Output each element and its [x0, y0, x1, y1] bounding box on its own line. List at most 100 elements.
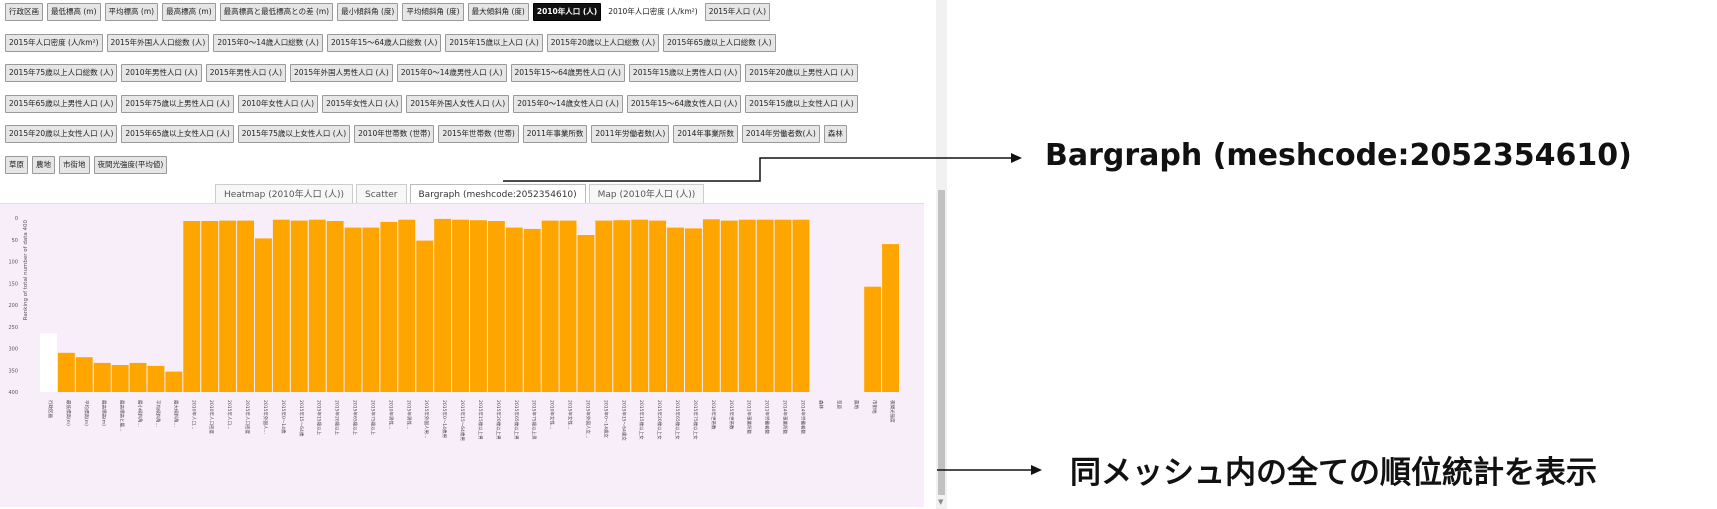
attribute-button[interactable]: 2015年65歳以上人口総数 (人) — [663, 33, 776, 52]
bar[interactable] — [308, 219, 326, 392]
bar[interactable] — [505, 227, 523, 392]
bar[interactable] — [774, 219, 792, 392]
attribute-button[interactable]: 2010年人口 (人) — [532, 3, 602, 21]
bar[interactable] — [272, 219, 290, 392]
bar[interactable] — [470, 220, 487, 392]
attribute-button[interactable]: 2015年15歳以上男性人口 (人) — [628, 64, 742, 82]
attribute-button[interactable]: 2015年15歳以上女性人口 (人) — [745, 94, 858, 113]
bar[interactable] — [649, 220, 667, 392]
attribute-button[interactable]: 2015年0～14歳人口総数 (人) — [213, 33, 323, 52]
bar[interactable] — [183, 221, 201, 392]
bar[interactable] — [541, 220, 559, 392]
attribute-button[interactable]: 2015年15歳以上人口 (人) — [445, 33, 543, 52]
bar[interactable] — [487, 221, 505, 392]
bar[interactable] — [720, 220, 738, 392]
attribute-button[interactable]: 2015年20歳以上女性人口 (人) — [5, 125, 118, 143]
attribute-button[interactable]: 2015年女性人口 (人) — [322, 94, 403, 113]
bar[interactable] — [523, 228, 541, 392]
attribute-button[interactable]: 2015年65歳以上男性人口 (人) — [5, 94, 118, 113]
attribute-button[interactable]: 2015年世帯数 (世帯) — [438, 125, 519, 143]
attribute-button[interactable]: 森林 — [823, 125, 847, 143]
tab-0[interactable]: Heatmap (2010年人口 (人)) — [215, 184, 354, 204]
bar[interactable] — [738, 219, 756, 392]
attribute-button[interactable]: 2011年事業所数 — [522, 125, 588, 143]
scroll-down-arrow-icon[interactable]: ▼ — [938, 498, 944, 506]
attribute-button[interactable]: 2015年15～64歳男性人口 (人) — [510, 64, 625, 82]
bar[interactable] — [864, 286, 882, 392]
attribute-button[interactable]: 2010年人口密度 (人/km²) — [605, 3, 701, 21]
bar[interactable] — [667, 227, 684, 392]
bar[interactable] — [165, 371, 183, 392]
bar[interactable] — [362, 227, 380, 392]
attribute-button[interactable]: 最低標高 (m) — [47, 3, 101, 21]
bar[interactable] — [416, 240, 434, 392]
bar[interactable] — [75, 357, 93, 392]
attribute-button[interactable]: 2015年外国人男性人口 (人) — [290, 64, 393, 82]
bar[interactable] — [452, 219, 469, 392]
bar[interactable] — [702, 219, 720, 392]
attribute-button[interactable]: 2015年15～64歳女性人口 (人) — [626, 94, 742, 113]
attribute-button[interactable]: 最小傾斜角 (度) — [337, 3, 399, 21]
bar[interactable] — [326, 221, 344, 392]
bar[interactable] — [756, 219, 774, 392]
attribute-button[interactable]: 2010年女性人口 (人) — [237, 94, 319, 113]
attribute-button[interactable]: 農地 — [32, 155, 55, 174]
bar[interactable] — [147, 365, 165, 392]
bar[interactable] — [380, 221, 398, 392]
bar[interactable] — [344, 227, 362, 392]
bar[interactable] — [595, 220, 613, 392]
attribute-button[interactable]: 2015年外国人女性人口 (人) — [406, 94, 510, 113]
bar[interactable] — [57, 352, 75, 392]
bar[interactable] — [631, 219, 649, 392]
bar[interactable] — [237, 220, 254, 392]
attribute-button[interactable]: 2014年事業所数 — [673, 125, 738, 143]
bar[interactable] — [255, 238, 272, 392]
attribute-button[interactable]: 最高標高 (m) — [162, 3, 216, 21]
attribute-button[interactable]: 2010年世帯数 (世帯) — [354, 125, 435, 143]
attribute-button[interactable]: 2010年男性人口 (人) — [121, 64, 202, 82]
attribute-button[interactable]: 2011年労働者数(人) — [591, 125, 670, 143]
attribute-button[interactable]: 2015年75歳以上人口総数 (人) — [5, 64, 118, 82]
bar[interactable] — [111, 365, 129, 392]
attribute-button[interactable]: 市街地 — [59, 155, 90, 174]
attribute-button[interactable]: 平均傾斜角 (度) — [402, 3, 464, 21]
attribute-button[interactable]: 2015年15～64歳人口総数 (人) — [326, 33, 442, 52]
attribute-button[interactable]: 草原 — [5, 155, 28, 174]
attribute-button[interactable]: 行政区画 — [5, 3, 43, 21]
bar[interactable] — [290, 220, 308, 392]
attribute-button[interactable]: 2015年0～14歳男性人口 (人) — [396, 64, 507, 82]
attribute-button[interactable]: 夜間光強度(平均値) — [93, 155, 168, 174]
attribute-button[interactable]: 2015年20歳以上人口総数 (人) — [546, 33, 660, 52]
bar[interactable] — [613, 220, 631, 392]
bar[interactable] — [40, 333, 57, 392]
attribute-button[interactable]: 2014年労働者数(人) — [741, 125, 820, 143]
tab-2[interactable]: Bargraph (meshcode:2052354610) — [409, 184, 586, 204]
page-scrollbar[interactable]: ▼ — [936, 0, 947, 509]
bar[interactable] — [559, 220, 577, 392]
bar[interactable] — [685, 228, 702, 392]
bar[interactable] — [792, 219, 810, 392]
tab-3[interactable]: Map (2010年人口 (人)) — [588, 184, 705, 204]
bar[interactable] — [129, 362, 147, 392]
attribute-button[interactable]: 2015年0～14歳女性人口 (人) — [513, 94, 623, 113]
attribute-button[interactable]: 平均標高 (m) — [104, 3, 159, 21]
bar[interactable] — [398, 219, 416, 392]
attribute-button[interactable]: 最大傾斜角 (度) — [467, 3, 529, 21]
attribute-button[interactable]: 2015年男性人口 (人) — [205, 64, 287, 82]
scrollbar-thumb[interactable] — [938, 190, 945, 495]
attribute-button[interactable]: 2015年20歳以上男性人口 (人) — [745, 64, 858, 82]
bar[interactable] — [434, 218, 452, 392]
bar[interactable] — [93, 362, 111, 392]
bar[interactable] — [201, 221, 219, 392]
attribute-button[interactable]: 2015年人口密度 (人/km²) — [5, 33, 103, 52]
attribute-button[interactable]: 2015年75歳以上男性人口 (人) — [121, 94, 234, 113]
attribute-button[interactable]: 2015年外国人人口総数 (人) — [106, 33, 210, 52]
attribute-button[interactable]: 2015年65歳以上女性人口 (人) — [121, 125, 234, 143]
bar[interactable] — [219, 220, 237, 392]
bar[interactable] — [882, 244, 899, 392]
attribute-button[interactable]: 2015年人口 (人) — [704, 3, 771, 21]
attribute-button[interactable]: 2015年75歳以上女性人口 (人) — [237, 125, 351, 143]
attribute-button[interactable]: 最高標高と最低標高との差 (m) — [219, 3, 334, 21]
bar[interactable] — [577, 235, 595, 392]
tab-1[interactable]: Scatter — [356, 184, 407, 204]
